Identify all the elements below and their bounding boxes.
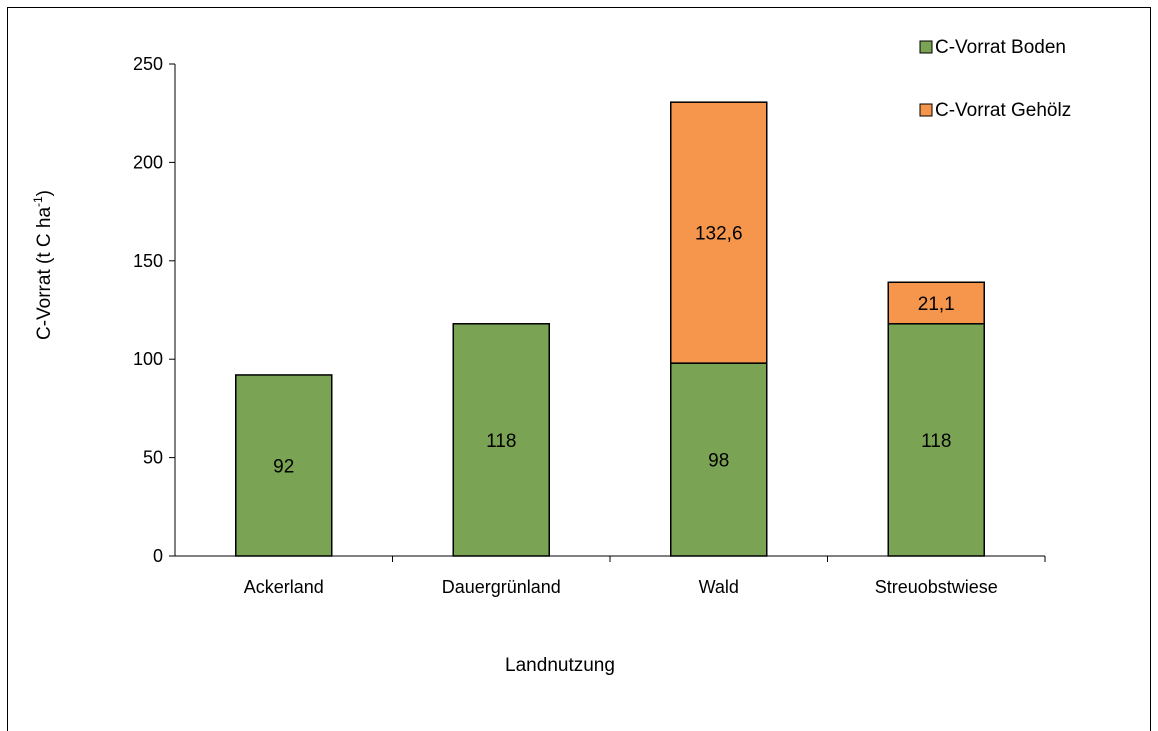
data-label: 132,6 <box>695 224 743 245</box>
bar-segment <box>887 323 985 557</box>
legend-swatch <box>919 103 933 117</box>
legend: C-Vorrat Boden C-Vorrat Gehölz <box>919 37 1071 121</box>
x-tick-label: Ackerland <box>244 577 324 597</box>
chart-frame <box>7 7 1151 731</box>
y-tick-label: 250 <box>133 54 163 74</box>
bar-segment <box>670 101 768 364</box>
y-tick-label: 50 <box>143 448 163 468</box>
data-label: 92 <box>273 456 294 477</box>
y-axis-title-main: C-Vorrat (t C ha <box>34 207 55 340</box>
x-axis: Ackerland Dauergrünland Wald Streuobstwiese <box>175 555 1046 597</box>
data-label: 118 <box>486 431 516 452</box>
data-label: 21,1 <box>918 294 955 315</box>
y-axis: 0 50 100 150 200 250 <box>133 54 176 566</box>
bar-segment <box>670 362 768 557</box>
legend-label: C-Vorrat Boden <box>935 37 1066 58</box>
bar-segment <box>887 281 985 325</box>
y-axis-title-superscript: -1 <box>31 196 45 207</box>
y-tick-label: 100 <box>133 349 163 369</box>
y-tick-label: 0 <box>153 546 163 566</box>
y-tick-label: 150 <box>133 251 163 271</box>
legend-swatch <box>919 40 933 54</box>
y-axis-title: C-Vorrat (t C ha-1) <box>31 190 55 340</box>
bar-segment <box>235 374 333 557</box>
legend-label: C-Vorrat Gehölz <box>935 100 1071 121</box>
data-label: 98 <box>708 451 729 472</box>
bars: 92 118 98 132,6 118 21,1 <box>235 101 985 557</box>
bar-segment <box>452 323 550 557</box>
x-tick-label: Wald <box>699 577 739 597</box>
x-tick-label: Streuobstwiese <box>875 577 998 597</box>
y-axis-title-suffix: ) <box>34 190 55 196</box>
data-label: 118 <box>921 431 951 452</box>
x-tick-label: Dauergrünland <box>442 577 561 597</box>
x-axis-title: Landnutzung <box>505 655 615 676</box>
y-tick-label: 200 <box>133 152 163 172</box>
